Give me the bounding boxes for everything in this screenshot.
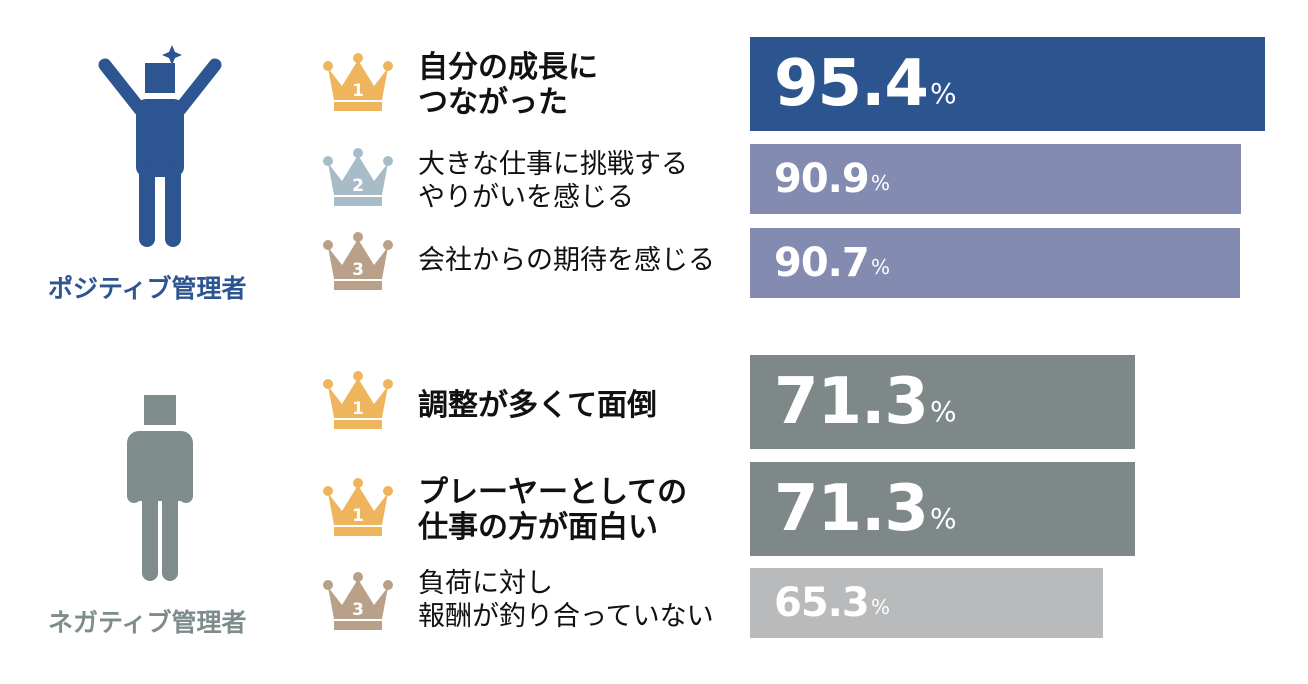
rank-crown-icon: 3 [318,231,398,297]
value-bar [750,37,1265,131]
percent-unit: % [930,394,957,428]
positive-group-label: ポジティブ管理者 [48,274,247,303]
value-label: 90.7 [774,239,870,286]
crown-rank-number: 2 [352,176,364,196]
value-bar [750,228,1240,298]
rank-crown-icon: 3 [318,571,398,637]
negative-group-label: ネガティブ管理者 [48,608,247,637]
value-label: 65.3 [774,579,870,626]
percent-unit: % [871,171,891,196]
item-label: 会社からの期待を感じる [418,245,715,276]
value-bar [750,568,1103,638]
crown-rank-number: 3 [352,260,364,280]
rank-crown-icon: 2 [318,147,398,213]
value-bar [750,462,1135,556]
item-label: 負荷に対し 報酬が釣り合っていない [418,568,714,632]
value-label: 90.9 [774,155,870,202]
percent-unit: % [871,255,891,280]
rank-crown-icon: 1 [318,477,398,543]
rank-crown-icon: 1 [318,52,398,118]
rank-crown-icon: 1 [318,370,398,436]
percent-unit: % [871,595,891,620]
item-label: 大きな仕事に挑戦する やりがいを感じる [418,149,688,213]
crown-rank-number: 1 [352,506,364,526]
value-label: 71.3 [774,364,929,439]
item-label: 調整が多くて面倒 [418,388,658,423]
crown-rank-number: 1 [352,81,364,101]
value-bar [750,355,1135,449]
percent-unit: % [930,76,957,110]
item-label: 自分の成長に つながった [418,50,598,120]
crown-rank-number: 1 [352,399,364,419]
item-label: プレーヤーとしての 仕事の方が面白い [418,475,688,545]
positive-person-icon [98,45,222,247]
value-bar [750,144,1241,214]
negative-person-icon [127,395,193,581]
percent-unit: % [930,501,957,535]
value-label: 71.3 [774,471,929,546]
crown-rank-number: 3 [352,600,364,620]
value-label: 95.4 [774,46,929,121]
